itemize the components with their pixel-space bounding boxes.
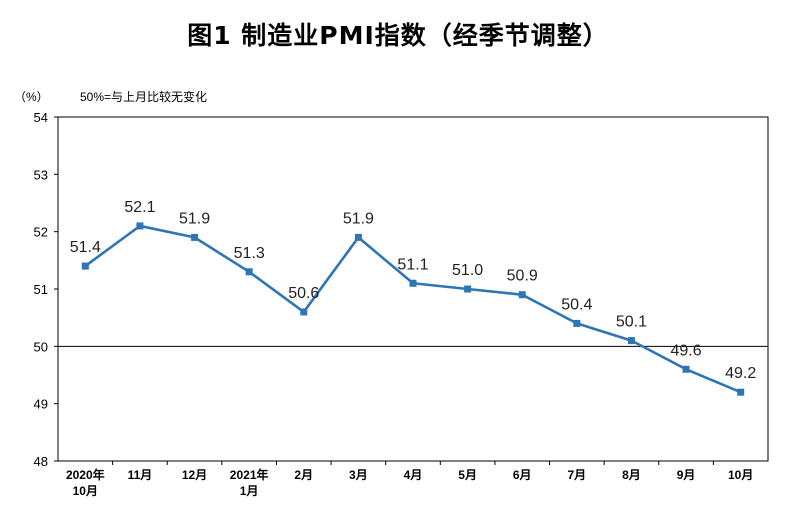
x-tick-label: 2020年 10月 [66, 467, 105, 498]
plot-area-frame [57, 116, 769, 462]
x-tick-label: 2021年 1月 [230, 467, 269, 498]
data-point-marker [354, 233, 362, 241]
x-tick-label: 3月 [349, 468, 368, 482]
reference-note: 50%=与上月比较无变化 [80, 90, 208, 104]
x-tick-label: 11月 [128, 468, 153, 482]
data-point-marker [682, 365, 690, 373]
data-point-marker [464, 285, 472, 293]
data-point-marker [737, 388, 745, 396]
data-point-marker [136, 222, 144, 230]
x-tick-label: 8月 [622, 468, 641, 482]
data-label: 50.9 [507, 268, 538, 285]
x-tick-label: 7月 [568, 468, 587, 482]
data-label: 50.6 [288, 285, 319, 302]
x-tick-label: 5月 [458, 468, 477, 482]
y-tick-label: 54 [34, 110, 48, 125]
data-label: 51.9 [179, 210, 210, 227]
data-point-marker [300, 308, 308, 316]
data-label: 49.2 [725, 365, 756, 382]
y-tick-label: 52 [34, 225, 48, 240]
y-axis-unit-label: （%） [14, 90, 49, 104]
data-label: 51.0 [452, 262, 483, 279]
data-point-marker [409, 279, 417, 287]
y-tick-label: 53 [34, 167, 48, 182]
chart-title: 图1 制造业PMI指数（经季节调整） [187, 21, 609, 50]
x-tick-label: 2月 [294, 468, 313, 482]
y-tick-label: 51 [34, 282, 48, 297]
data-label: 52.1 [124, 199, 155, 216]
x-tick-label: 12月 [182, 468, 207, 482]
y-tick-label: 48 [34, 454, 48, 469]
data-point-marker [245, 268, 253, 276]
data-point-marker [518, 291, 526, 299]
data-label: 50.4 [561, 296, 592, 313]
data-point-marker [573, 319, 581, 327]
x-tick-label: 10月 [728, 468, 753, 482]
data-point-marker [627, 337, 635, 345]
x-tick-label: 6月 [513, 468, 532, 482]
data-label: 51.3 [234, 245, 265, 262]
data-label: 51.9 [343, 210, 374, 227]
data-label: 49.6 [671, 342, 702, 359]
data-label: 51.4 [70, 239, 101, 256]
x-tick-label: 9月 [677, 468, 696, 482]
x-tick-label: 4月 [404, 468, 423, 482]
data-point-marker [191, 233, 199, 241]
data-label: 50.1 [616, 314, 647, 331]
y-tick-label: 49 [34, 397, 48, 412]
data-point-marker [81, 262, 89, 270]
series-line [84, 224, 742, 394]
data-label: 51.1 [397, 256, 428, 273]
y-tick-label: 50 [34, 339, 48, 354]
